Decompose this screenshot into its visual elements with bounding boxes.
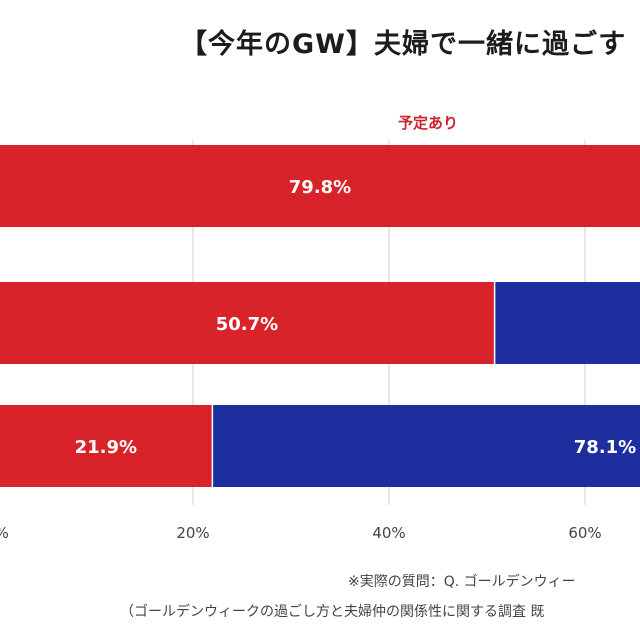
bar-segment-no-plan bbox=[495, 282, 640, 364]
x-tick-label: 60% bbox=[568, 524, 601, 542]
bar-segment-plan bbox=[0, 405, 212, 487]
bar-segment-plan bbox=[0, 282, 494, 364]
data-label-no-plan: 78.1% bbox=[574, 437, 636, 458]
x-tick-label: 20% bbox=[176, 524, 209, 542]
data-label-plan: 79.8% bbox=[289, 177, 351, 198]
x-tick-label: 0% bbox=[0, 524, 9, 542]
footnote-question: ※実際の質問：Q. ゴールデンウィー bbox=[348, 574, 576, 590]
chart-title-text: 【今年のGW】夫婦で一緒に過ごす bbox=[180, 29, 627, 60]
footnote-source: （ゴールデンウィークの過ごし方と夫婦仲の関係性に関する調査 既 bbox=[120, 604, 545, 620]
x-tick-label: 40% bbox=[372, 524, 405, 542]
data-label-plan: 21.9% bbox=[75, 437, 137, 458]
series-label-plan: 予定あり bbox=[398, 114, 459, 132]
bar-segment-no-plan bbox=[213, 405, 640, 487]
bar-segment-plan bbox=[0, 145, 640, 227]
data-label-plan: 50.7% bbox=[216, 314, 278, 335]
